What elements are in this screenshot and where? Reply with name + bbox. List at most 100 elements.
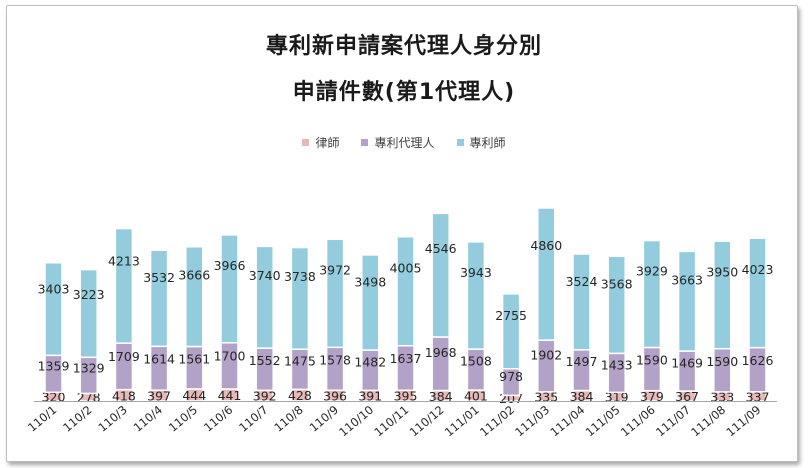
data-label: 335 bbox=[534, 389, 558, 404]
x-tick-label: 111/04 bbox=[547, 403, 587, 440]
data-label: 1614 bbox=[143, 352, 175, 367]
data-label: 1637 bbox=[390, 351, 422, 366]
data-label: 1590 bbox=[706, 354, 738, 369]
x-tick-label: 111/02 bbox=[477, 403, 517, 440]
data-label: 1578 bbox=[319, 352, 351, 367]
x-tick-label: 110/11 bbox=[371, 403, 411, 440]
bar-segment bbox=[114, 227, 134, 344]
legend-swatch-lawyer bbox=[302, 139, 310, 146]
x-tick-label: 110/10 bbox=[336, 403, 376, 440]
data-label: 3666 bbox=[178, 268, 210, 283]
x-tick-label: 111/09 bbox=[723, 403, 763, 440]
bar-segment bbox=[537, 207, 556, 341]
data-label: 395 bbox=[394, 389, 418, 404]
data-label: 3929 bbox=[636, 264, 668, 279]
bar-segment bbox=[642, 239, 662, 349]
x-tick-label: 111/08 bbox=[688, 403, 728, 440]
data-label: 319 bbox=[605, 390, 629, 405]
bar-segment bbox=[607, 255, 626, 355]
data-label: 3663 bbox=[671, 272, 703, 287]
x-tick-label: 111/03 bbox=[512, 403, 552, 440]
data-label: 3943 bbox=[460, 265, 492, 280]
data-label: 444 bbox=[182, 388, 206, 403]
chart-subtitle: 申請件數(第1代理人) bbox=[292, 80, 516, 105]
data-label: 3568 bbox=[601, 276, 633, 291]
x-tick-label: 111/01 bbox=[442, 403, 482, 440]
legend-item-patent-agent: 專利代理人 bbox=[361, 134, 435, 151]
data-label: 1709 bbox=[108, 349, 140, 364]
data-label: 3966 bbox=[214, 258, 246, 273]
data-label: 1902 bbox=[530, 348, 562, 363]
legend-swatch-patent-agent bbox=[361, 139, 369, 146]
x-tick-label: 110/9 bbox=[307, 403, 341, 435]
data-label: 3498 bbox=[354, 275, 386, 290]
data-label: 428 bbox=[288, 388, 312, 403]
data-label: 367 bbox=[675, 389, 699, 404]
legend-label-patent-attorney: 專利師 bbox=[469, 136, 506, 150]
data-label: 1497 bbox=[566, 354, 598, 369]
legend-swatch-patent-attorney bbox=[456, 139, 464, 146]
data-label: 3740 bbox=[249, 268, 281, 283]
data-label: 384 bbox=[429, 389, 453, 404]
data-label: 397 bbox=[147, 389, 171, 404]
data-label: 3524 bbox=[566, 274, 598, 289]
data-label: 418 bbox=[112, 388, 136, 403]
bar-segment bbox=[79, 268, 98, 359]
data-label: 1469 bbox=[671, 355, 703, 370]
chart-legend: 律師 專利代理人 專利師 bbox=[0, 134, 808, 151]
data-label: 4023 bbox=[742, 262, 774, 277]
data-label: 2755 bbox=[495, 308, 527, 323]
legend-label-lawyer: 律師 bbox=[315, 136, 340, 150]
data-label: 1561 bbox=[178, 351, 210, 366]
data-label: 1359 bbox=[38, 359, 70, 374]
data-label: 391 bbox=[358, 389, 382, 404]
bar-segment bbox=[290, 246, 310, 350]
data-label: 1508 bbox=[460, 354, 492, 369]
data-label: 3950 bbox=[706, 264, 738, 279]
x-tick-label: 110/6 bbox=[201, 403, 235, 435]
legend-label-patent-agent: 專利代理人 bbox=[374, 136, 435, 150]
bar-segment bbox=[44, 262, 63, 357]
bar-segment bbox=[325, 238, 345, 349]
bar-segment bbox=[361, 254, 380, 351]
bar-segment bbox=[185, 246, 204, 348]
data-label: 1433 bbox=[601, 357, 633, 372]
legend-item-patent-attorney: 專利師 bbox=[456, 134, 506, 151]
x-tick-label: 110/4 bbox=[131, 403, 165, 435]
bar-segment bbox=[677, 250, 697, 352]
data-label: 396 bbox=[323, 389, 347, 404]
data-label: 320 bbox=[42, 390, 66, 405]
data-label: 1590 bbox=[636, 353, 668, 368]
x-tick-label: 110/8 bbox=[271, 403, 305, 435]
bar-segment bbox=[431, 212, 450, 338]
bar-segment bbox=[501, 293, 521, 370]
bar-segment bbox=[466, 241, 486, 350]
x-tick-label: 110/7 bbox=[236, 403, 270, 435]
bar-segment bbox=[396, 236, 415, 347]
data-label: 1968 bbox=[425, 345, 457, 360]
data-label: 4005 bbox=[390, 260, 422, 275]
legend-item-lawyer: 律師 bbox=[302, 134, 339, 151]
data-label: 1482 bbox=[354, 354, 386, 369]
bar-segment bbox=[255, 245, 274, 349]
x-tick-label: 110/3 bbox=[95, 403, 129, 435]
data-label: 333 bbox=[710, 389, 734, 404]
data-label: 1552 bbox=[249, 353, 281, 368]
data-label: 392 bbox=[253, 389, 277, 404]
data-label: 4860 bbox=[530, 238, 562, 253]
data-label: 441 bbox=[218, 388, 242, 403]
x-tick-label: 111/06 bbox=[618, 403, 658, 440]
data-label: 4213 bbox=[108, 254, 140, 269]
data-label: 3738 bbox=[284, 269, 316, 284]
bar-segment bbox=[572, 253, 591, 351]
x-tick-label: 110/2 bbox=[60, 403, 94, 435]
data-label: 1329 bbox=[73, 360, 105, 375]
data-label: 3532 bbox=[143, 270, 175, 285]
x-tick-label: 111/07 bbox=[653, 403, 693, 440]
data-label: 3972 bbox=[319, 263, 351, 278]
x-tick-label: 110/12 bbox=[407, 403, 447, 440]
data-label: 1700 bbox=[214, 349, 246, 364]
chart-title: 專利新申請案代理人身分別 bbox=[265, 34, 542, 59]
data-label: 401 bbox=[464, 389, 488, 404]
